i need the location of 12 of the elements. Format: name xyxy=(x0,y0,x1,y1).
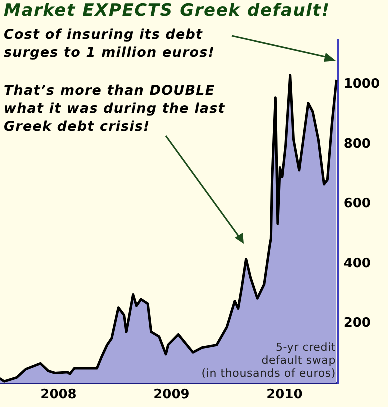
y-tick-label: 1000 xyxy=(344,77,380,92)
annotation: Cost of insuring its debt surges to 1 million euros! xyxy=(4,26,216,62)
chart-title: Market EXPECTS Greek default! xyxy=(4,1,330,21)
y-tick-label: 600 xyxy=(344,196,371,212)
y-tick-label: 400 xyxy=(344,256,371,272)
x-tick-label: 2010 xyxy=(266,388,303,403)
annotation: 5-yr credit default swap (in thousands of euros) xyxy=(202,341,336,380)
y-tick-label: 200 xyxy=(344,316,371,332)
annotation: That’s more than DOUBLE what it was during the last Greek debt crisis! xyxy=(4,82,226,136)
y-tick-label: 800 xyxy=(344,136,371,152)
x-tick-label: 2008 xyxy=(40,388,77,403)
x-tick-label: 2009 xyxy=(154,388,190,403)
